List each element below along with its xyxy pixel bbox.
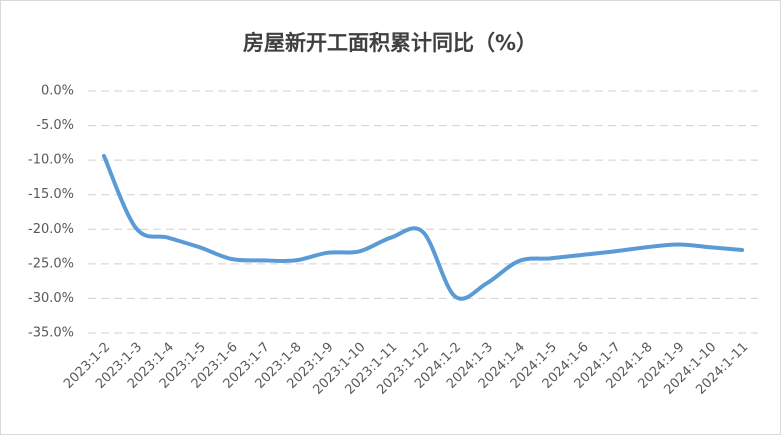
y-tick-label: -25.0% [28, 256, 74, 271]
line [101, 153, 745, 301]
y-tick-label: -20.0% [28, 222, 74, 237]
y-tick-label: -5.0% [36, 118, 74, 133]
y-tick-label: -35.0% [28, 326, 74, 341]
y-tick-label: -30.0% [28, 291, 74, 306]
y-tick-label: -10.0% [28, 153, 74, 168]
y-tick-label: -15.0% [28, 187, 74, 202]
chart-title: 房屋新开工面积累计同比（%） [243, 31, 537, 55]
y-tick-label: 0.0% [41, 84, 74, 99]
